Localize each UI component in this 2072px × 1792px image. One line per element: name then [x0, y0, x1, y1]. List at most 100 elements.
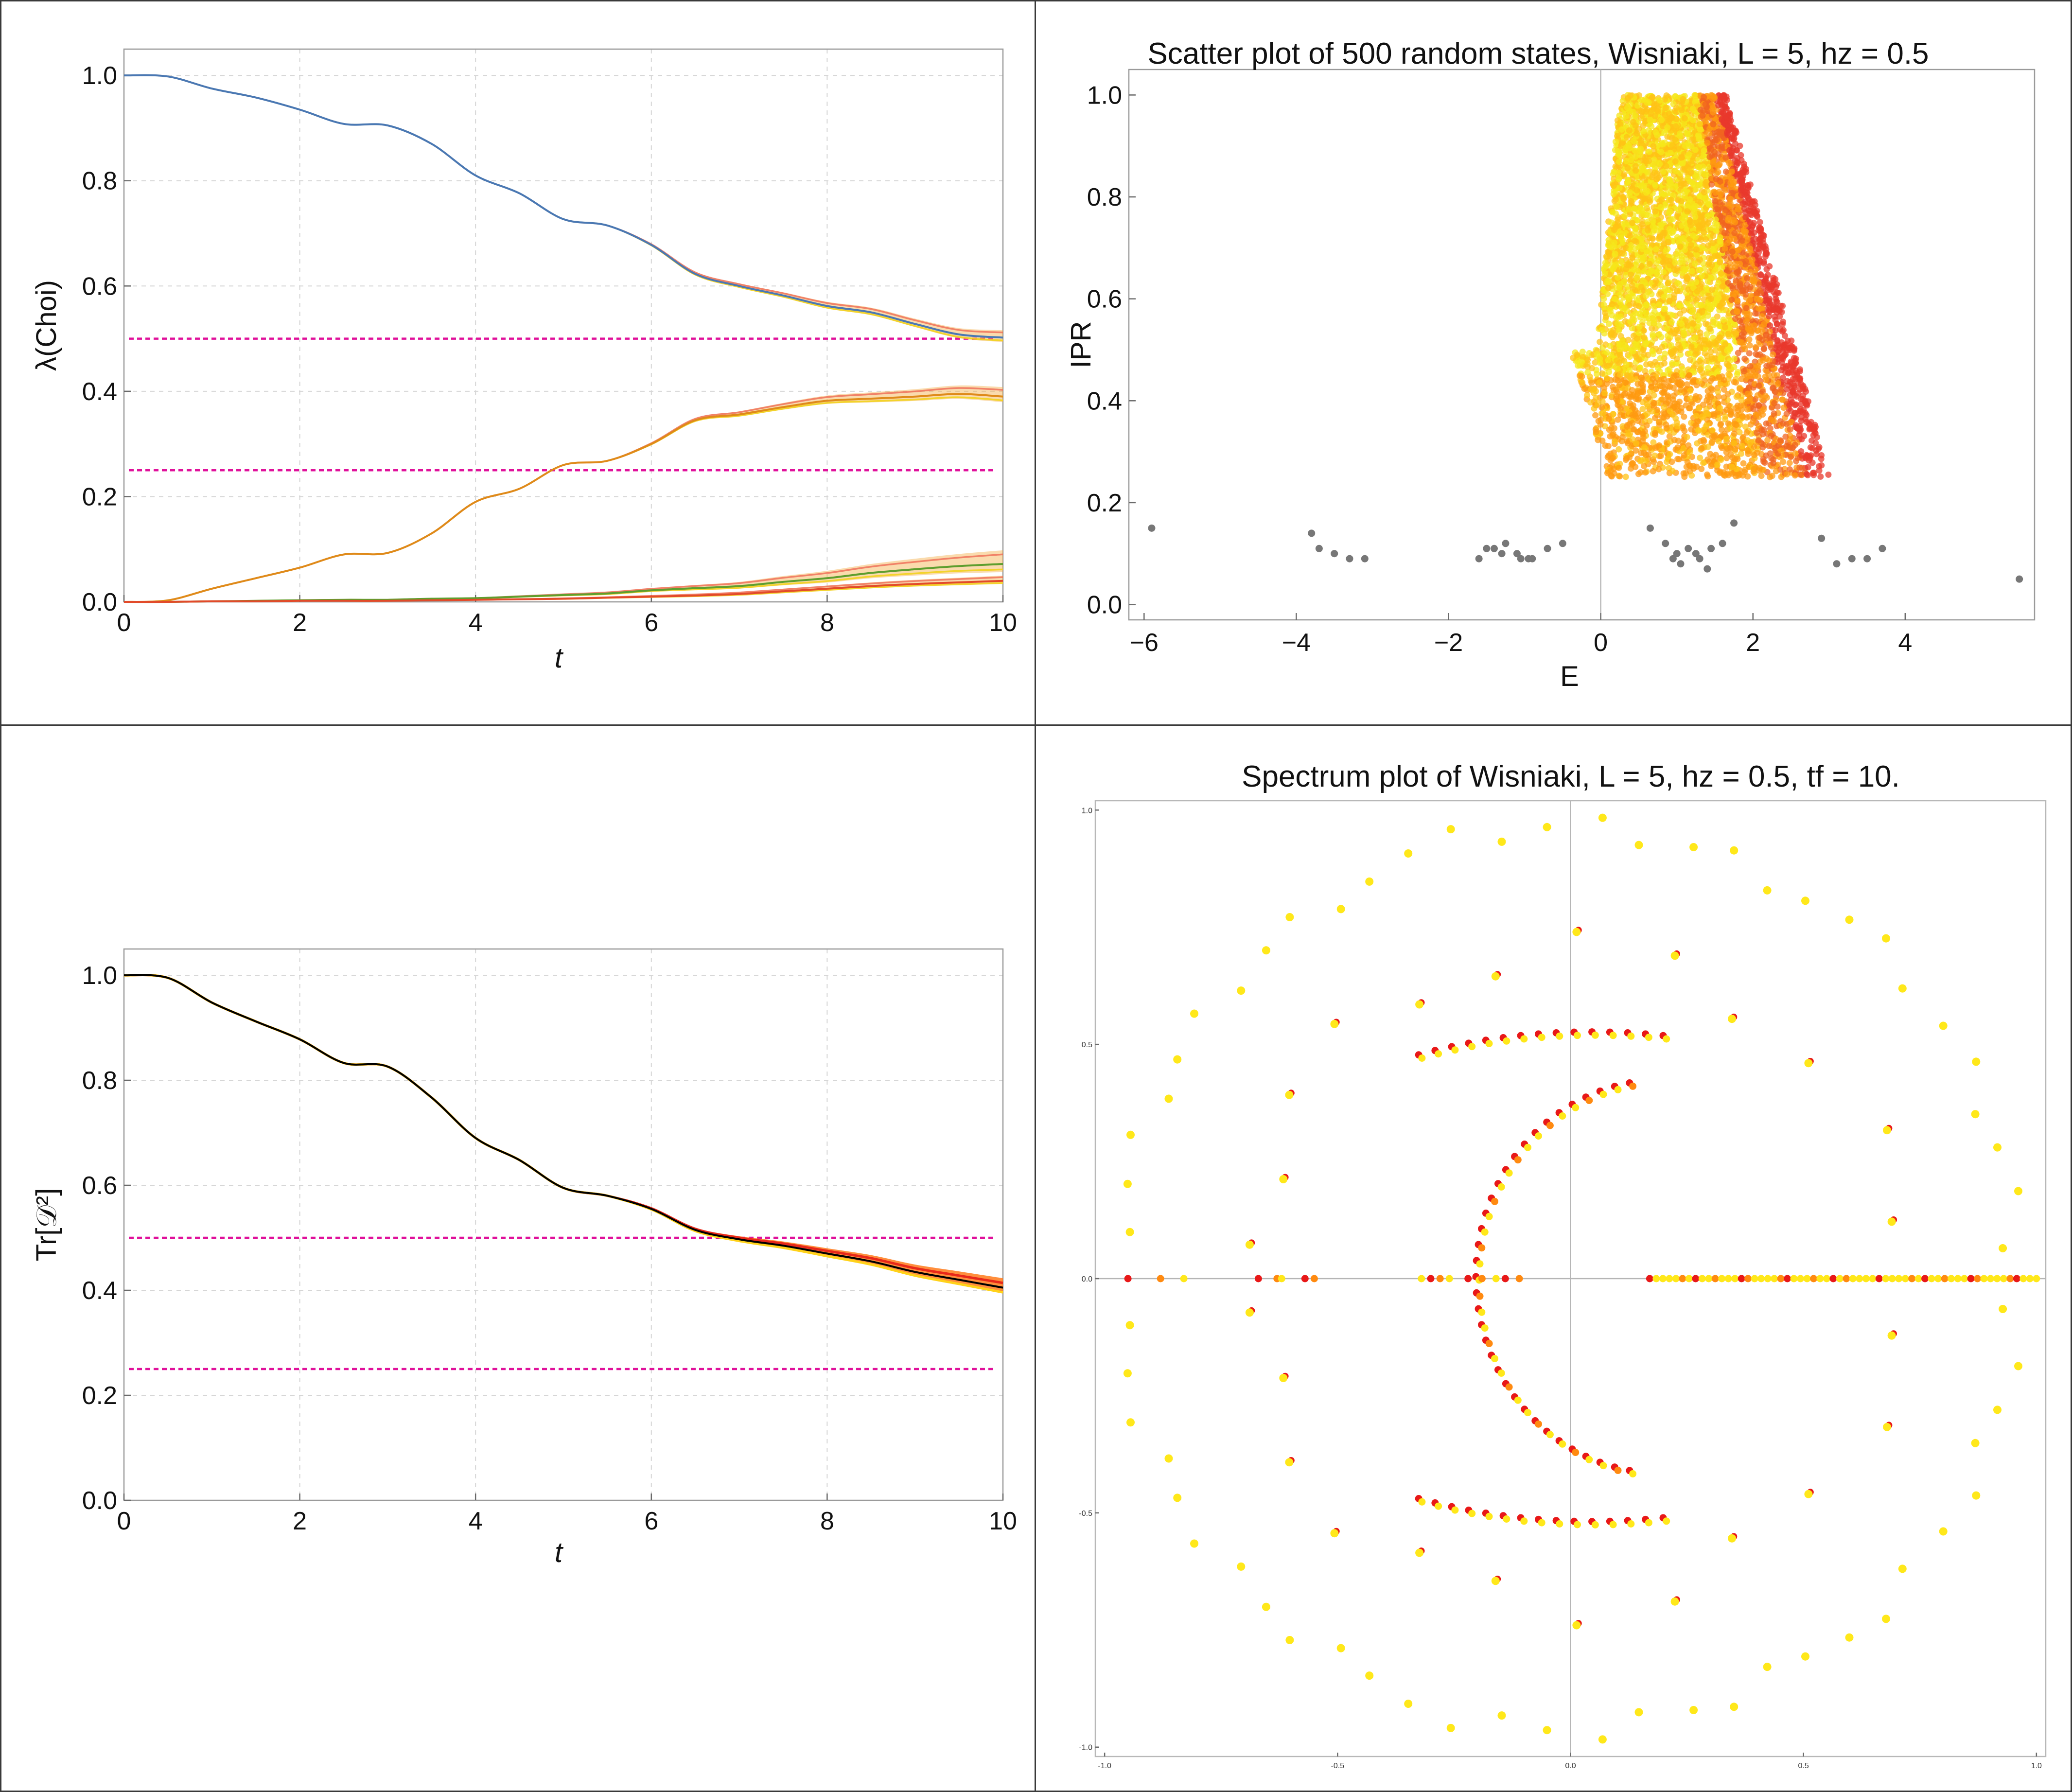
y-tick-label: 0.6	[82, 272, 117, 300]
state-point	[1615, 446, 1622, 453]
state-point	[1684, 130, 1690, 137]
state-point	[1763, 452, 1769, 459]
state-point	[1692, 422, 1699, 429]
state-point	[1734, 466, 1740, 473]
state-point	[1643, 422, 1650, 429]
state-point	[1743, 318, 1750, 325]
state-point	[1609, 432, 1616, 439]
state-point	[1747, 297, 1754, 303]
state-point	[1660, 306, 1667, 313]
state-point	[1702, 171, 1708, 178]
state-point	[1740, 227, 1747, 233]
state-point	[1731, 440, 1738, 447]
state-point	[1786, 466, 1793, 473]
state-point	[1798, 401, 1804, 408]
state-point	[1643, 361, 1650, 368]
state-point	[1721, 431, 1728, 438]
state-point	[1693, 252, 1700, 259]
state-point	[1650, 439, 1657, 446]
state-point	[1629, 254, 1636, 261]
state-point	[1694, 313, 1701, 319]
state-point	[1615, 158, 1622, 165]
state-point	[1636, 323, 1643, 330]
series-line	[123, 393, 1003, 603]
state-point	[1678, 222, 1685, 229]
state-point	[1744, 398, 1751, 404]
state-point	[1609, 262, 1615, 268]
state-point	[1689, 320, 1696, 326]
state-point	[1666, 378, 1672, 384]
state-point	[1754, 296, 1760, 302]
state-point	[1805, 464, 1811, 471]
state-point	[1617, 371, 1624, 378]
state-point	[1608, 219, 1615, 226]
state-point	[1651, 156, 1657, 163]
state-point	[1669, 216, 1676, 223]
state-point	[1736, 429, 1743, 436]
state-point	[1738, 450, 1744, 457]
state-point	[1632, 205, 1638, 212]
state-point	[1683, 402, 1689, 409]
state-point	[1702, 118, 1709, 124]
state-point	[1615, 170, 1621, 176]
state-point	[1599, 370, 1606, 377]
state-point	[1711, 274, 1718, 281]
state-point	[1584, 392, 1591, 399]
state-point	[1746, 311, 1753, 318]
state-point	[1651, 283, 1658, 290]
state-point	[1751, 466, 1757, 473]
state-point	[1774, 321, 1781, 328]
state-point	[1650, 333, 1656, 340]
state-point	[1726, 147, 1733, 154]
state-point	[1778, 309, 1785, 316]
state-point	[1611, 239, 1617, 246]
state-point	[1695, 295, 1702, 302]
state-point	[1643, 310, 1650, 316]
state-point	[1669, 312, 1676, 319]
state-point	[1662, 285, 1668, 292]
state-point	[1662, 351, 1668, 357]
state-point	[1648, 384, 1655, 390]
state-point	[1696, 121, 1703, 127]
state-point	[1641, 444, 1648, 451]
state-point	[1779, 359, 1785, 366]
state-point	[1700, 290, 1706, 297]
state-point	[1805, 398, 1811, 405]
state-point	[1615, 327, 1622, 334]
state-point	[1637, 314, 1644, 321]
state-point	[1580, 354, 1586, 361]
state-point	[1601, 270, 1608, 277]
state-point	[1655, 154, 1662, 160]
state-point	[1763, 420, 1770, 427]
state-point	[1622, 146, 1629, 153]
state-point	[1615, 274, 1621, 281]
state-point	[1703, 303, 1710, 310]
state-point	[1732, 446, 1738, 453]
state-point	[1701, 229, 1707, 236]
state-point	[1744, 390, 1751, 397]
state-point	[1625, 294, 1632, 300]
state-point	[1796, 464, 1803, 471]
state-point	[1709, 286, 1716, 293]
state-point	[1758, 313, 1765, 320]
state-point	[1695, 321, 1702, 328]
state-point	[1623, 158, 1630, 164]
state-point	[1584, 356, 1591, 363]
state-point	[1687, 395, 1694, 402]
state-point	[1697, 344, 1703, 351]
state-point	[1624, 423, 1631, 430]
state-point	[1614, 216, 1621, 223]
state-point	[1717, 422, 1724, 428]
state-point	[1681, 427, 1688, 434]
state-point	[1748, 330, 1755, 336]
state-point	[1643, 301, 1650, 308]
state-point	[1762, 373, 1769, 380]
state-point	[1641, 450, 1648, 457]
state-point	[1671, 183, 1678, 190]
state-point	[1756, 305, 1762, 312]
state-point	[1720, 316, 1727, 323]
state-point	[1674, 444, 1681, 451]
state-point	[1614, 203, 1620, 210]
state-point	[1704, 365, 1711, 371]
state-point	[1657, 282, 1664, 289]
